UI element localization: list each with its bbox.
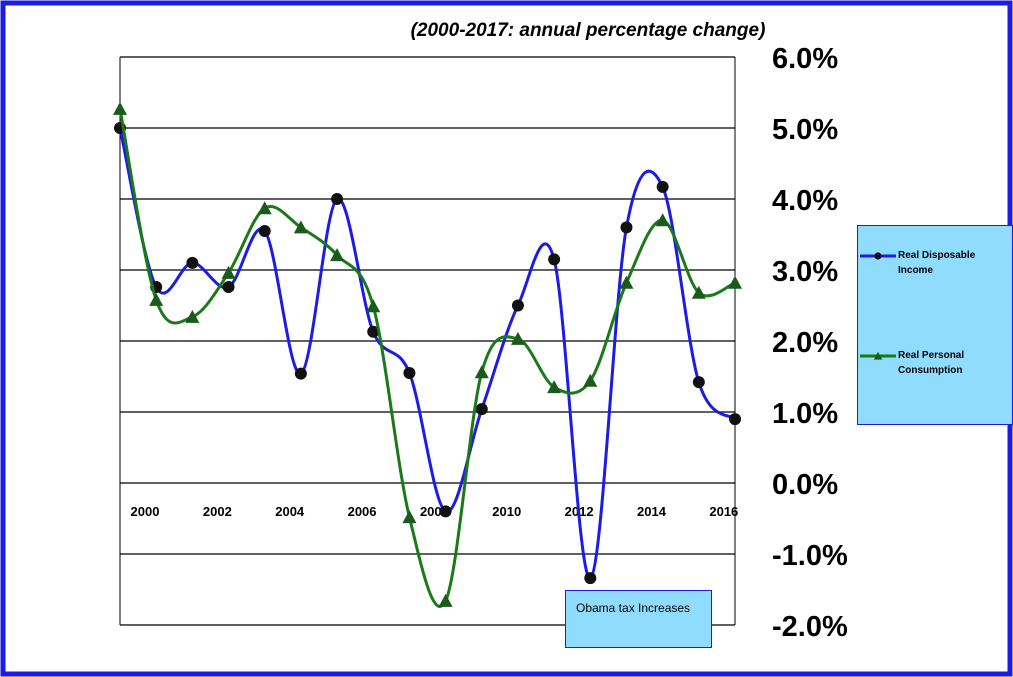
marker [728,275,742,289]
marker [655,213,670,227]
y-tick-label: 6.0% [772,43,838,75]
y-tick-label: -2.0% [772,611,848,643]
marker [185,309,200,323]
marker [620,221,633,234]
x-tick-label: 2006 [348,504,377,519]
y-tick-label: -1.0% [772,540,848,572]
marker [186,256,199,269]
legend-label: Real Personal Consumption [898,350,965,376]
marker [510,331,525,345]
y-tick-label: 4.0% [772,185,838,217]
marker [729,413,741,426]
marker [331,193,344,205]
marker [475,403,488,416]
marker [367,325,380,338]
marker [257,201,272,215]
marker [222,281,235,294]
marker [258,224,271,237]
x-tick-label: 2014 [637,504,667,519]
legend-marker [873,351,883,360]
y-tick-label: 5.0% [772,114,838,146]
marker [583,373,598,387]
x-tick-label: 2002 [203,504,232,519]
marker [474,365,489,379]
y-tick-label: 1.0% [772,398,838,430]
y-tick-label: 2.0% [772,327,838,359]
marker [691,285,706,299]
legend: Real Disposable Income Real Personal Con… [857,225,1013,425]
y-tick-label: 0.0% [772,469,838,501]
annotation: Obama tax Increases [565,590,712,648]
marker [330,248,345,262]
marker [149,292,164,306]
marker [656,180,669,193]
marker [438,593,453,607]
marker [511,299,524,312]
marker [403,366,416,379]
x-tick-label: 2004 [275,504,305,519]
marker [619,275,634,289]
marker [293,220,308,234]
marker [692,376,705,389]
x-tick-label: 2010 [492,504,521,519]
marker [113,101,127,115]
marker [402,510,417,524]
marker [547,380,562,394]
x-tick-label: 2016 [709,504,738,519]
marker [294,367,307,380]
series-line [118,108,736,608]
marker [584,572,597,585]
x-tick-label: 2000 [131,504,160,519]
chart-title: (2000-2017: annual percentage change) [411,20,766,41]
marker [548,253,561,266]
legend-label: Real Disposable Income [898,250,976,276]
y-tick-label: 3.0% [772,256,838,288]
legend-marker [874,252,882,260]
legend-symbols [860,252,896,360]
marker [366,299,381,313]
marker [221,265,236,279]
marker [439,505,452,518]
